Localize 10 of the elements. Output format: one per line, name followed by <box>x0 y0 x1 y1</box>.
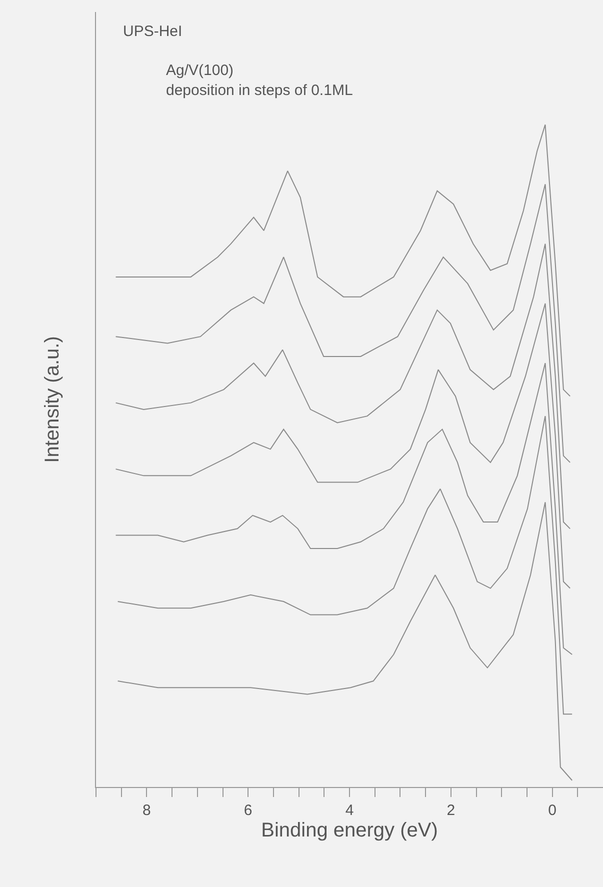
x-tick-label: 8 <box>142 802 151 819</box>
y-axis-title: Intensity (a.u.) <box>42 336 64 463</box>
x-tick-label: 4 <box>345 802 354 819</box>
x-tick-label: 0 <box>548 802 556 819</box>
text: Ag/V(100) <box>166 62 234 79</box>
text: UPS-HeI <box>123 23 182 40</box>
text: deposition in steps of 0.1ML <box>166 82 353 99</box>
x-tick-label: 6 <box>244 802 252 819</box>
x-tick-label: 2 <box>446 802 456 819</box>
x-axis-title: Binding energy (eV) <box>261 820 438 842</box>
